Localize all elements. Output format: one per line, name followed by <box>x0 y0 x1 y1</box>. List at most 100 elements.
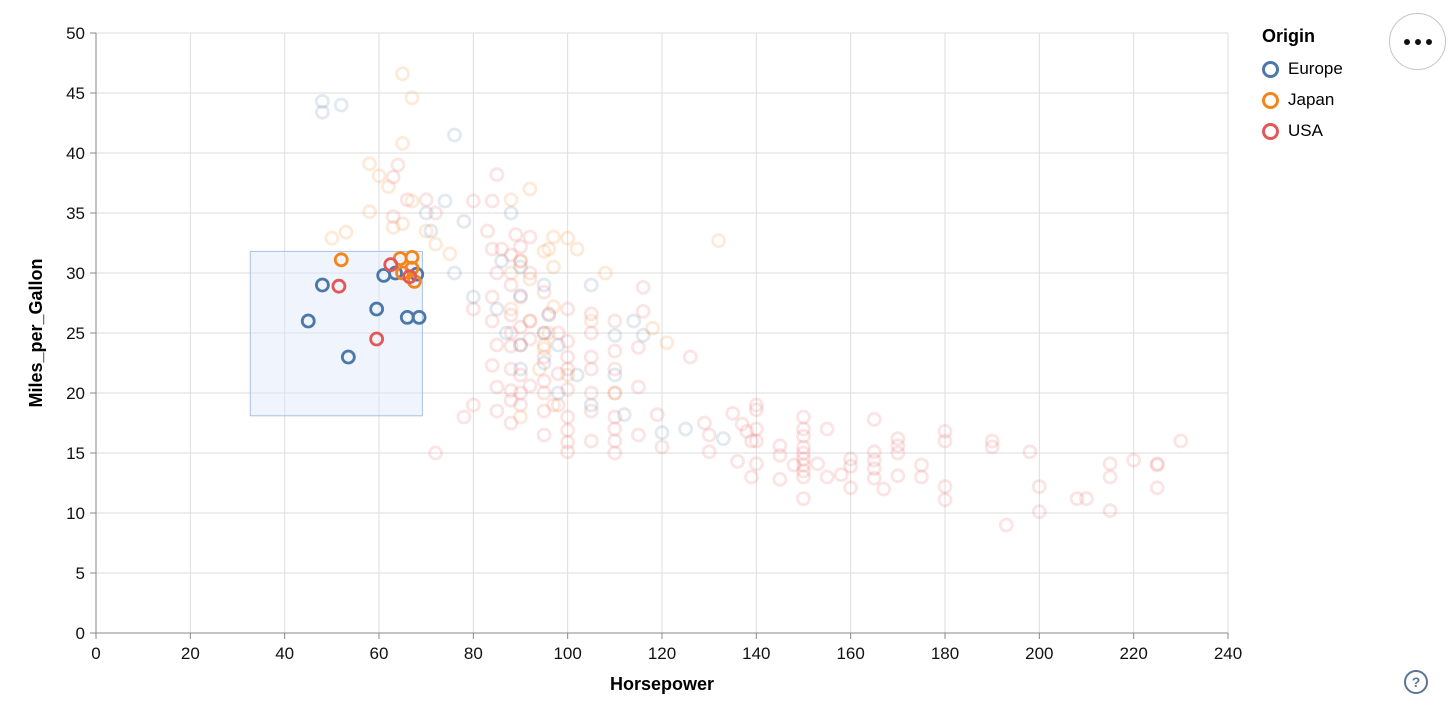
data-point <box>489 265 505 281</box>
data-point <box>1079 491 1094 507</box>
y-tick-label: 15 <box>66 444 85 463</box>
data-point <box>484 357 500 373</box>
y-tick-label: 40 <box>66 144 85 163</box>
data-point <box>513 253 528 269</box>
x-tick-label: 240 <box>1214 644 1242 663</box>
data-point <box>796 457 811 473</box>
data-point <box>541 307 557 323</box>
data-point <box>418 223 434 239</box>
data-point <box>456 409 472 425</box>
axes: 0 20 40 60 80 100 120 140 160 180 200 220 240 0 5 10 15 2… <box>66 24 1242 663</box>
y-tick-label: 45 <box>66 84 85 103</box>
data-point <box>428 205 444 221</box>
data-point <box>890 431 906 447</box>
data-point <box>1149 457 1165 473</box>
data-point <box>796 451 811 467</box>
data-point <box>503 325 519 341</box>
data-point <box>522 331 538 347</box>
data-point <box>890 468 906 484</box>
legend-item-usa[interactable]: USA <box>1262 121 1343 141</box>
data-point <box>616 407 632 423</box>
data-point <box>550 366 566 382</box>
data-point <box>513 409 528 425</box>
data-point <box>484 193 500 209</box>
data-point <box>583 385 599 401</box>
data-point <box>711 233 726 249</box>
data-point <box>678 421 693 437</box>
data-point <box>914 457 929 473</box>
data-point <box>607 343 623 359</box>
points-selected <box>300 249 427 365</box>
data-point <box>513 319 528 335</box>
more-options-button[interactable] <box>1389 13 1446 70</box>
data-point <box>819 421 835 437</box>
legend-item-europe[interactable]: Europe <box>1262 59 1343 79</box>
data-point <box>583 433 599 449</box>
data-point <box>399 192 415 208</box>
data-point <box>508 227 524 243</box>
data-point <box>536 243 552 259</box>
data-point <box>536 325 552 341</box>
data-point <box>866 461 882 477</box>
data-point <box>513 361 528 377</box>
data-point <box>866 470 882 486</box>
data-point <box>560 230 576 246</box>
data-point <box>598 265 613 281</box>
data-point <box>513 397 528 413</box>
data-point <box>607 385 623 401</box>
data-point <box>843 480 859 496</box>
data-point <box>739 423 755 439</box>
x-tick-label: 200 <box>1025 644 1053 663</box>
data-point <box>333 97 349 113</box>
y-tick-label: 0 <box>76 624 85 643</box>
data-point <box>362 156 377 172</box>
data-point <box>1102 503 1118 519</box>
data-point <box>503 415 519 431</box>
data-point <box>1102 469 1118 485</box>
data-point <box>404 90 420 106</box>
data-point <box>730 453 745 469</box>
data-point <box>513 253 528 269</box>
data-point <box>1126 452 1142 468</box>
data-point <box>1069 491 1085 507</box>
data-point <box>513 337 528 353</box>
data-point <box>607 327 623 343</box>
data-point <box>635 279 651 295</box>
data-point <box>489 167 505 183</box>
data-point <box>635 327 651 343</box>
data-point <box>796 428 811 444</box>
data-point <box>546 259 561 275</box>
legend-title: Origin <box>1262 26 1315 46</box>
data-point <box>583 403 599 419</box>
data-point <box>744 469 760 485</box>
data-point <box>489 379 505 395</box>
data-point <box>748 456 764 472</box>
x-tick-label: 220 <box>1119 644 1147 663</box>
data-point <box>560 444 576 460</box>
y-axis-title: Miles_per_Gallon <box>26 258 46 408</box>
data-point <box>748 433 764 449</box>
data-point <box>697 415 712 431</box>
help-icon[interactable]: ? <box>1404 670 1428 694</box>
data-point <box>654 425 670 441</box>
data-point <box>503 392 519 408</box>
data-point <box>560 381 576 397</box>
data-point <box>381 179 396 195</box>
data-point <box>390 157 406 173</box>
legend-item-japan[interactable]: Japan <box>1262 90 1343 110</box>
data-point <box>489 403 505 419</box>
data-point-selected <box>383 257 399 273</box>
data-point <box>541 306 557 322</box>
x-tick-label: 60 <box>370 644 389 663</box>
data-point <box>503 301 519 317</box>
data-point <box>796 469 811 485</box>
data-point <box>324 230 340 246</box>
data-point <box>522 229 538 245</box>
data-point <box>984 433 1000 449</box>
data-point <box>583 277 599 293</box>
x-axis-title: Horsepower <box>609 674 715 694</box>
data-point <box>550 325 566 341</box>
data-point <box>536 277 552 293</box>
data-point <box>503 247 519 263</box>
